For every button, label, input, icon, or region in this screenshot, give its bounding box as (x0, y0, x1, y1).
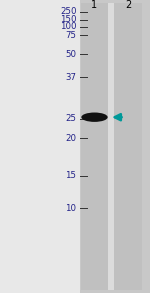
Text: 50: 50 (66, 50, 76, 59)
Text: 250: 250 (60, 7, 76, 16)
Bar (108, 3, 114, 290)
Text: 37: 37 (66, 73, 76, 81)
Text: 15: 15 (66, 171, 76, 180)
Text: 25: 25 (66, 114, 76, 123)
Bar (81, 3, 108, 290)
Text: 20: 20 (66, 134, 76, 143)
Text: 100: 100 (60, 23, 76, 31)
Text: 2: 2 (125, 0, 131, 10)
Bar (114, 3, 142, 290)
Text: 10: 10 (66, 204, 76, 212)
Bar (80, 0, 150, 293)
Text: 75: 75 (66, 31, 76, 40)
Text: 150: 150 (60, 16, 76, 24)
Ellipse shape (81, 113, 108, 122)
Text: 1: 1 (92, 0, 98, 10)
